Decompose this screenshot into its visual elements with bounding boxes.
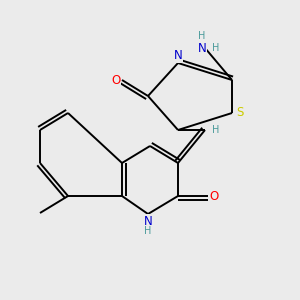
Text: N: N	[198, 41, 206, 55]
Text: H: H	[198, 31, 206, 41]
Text: S: S	[236, 106, 243, 119]
Text: N: N	[144, 215, 152, 228]
Text: O: O	[209, 190, 219, 202]
Text: H: H	[144, 226, 152, 236]
Text: O: O	[111, 74, 121, 86]
Text: N: N	[174, 49, 182, 62]
Text: H: H	[212, 43, 219, 53]
Text: H: H	[212, 125, 219, 135]
